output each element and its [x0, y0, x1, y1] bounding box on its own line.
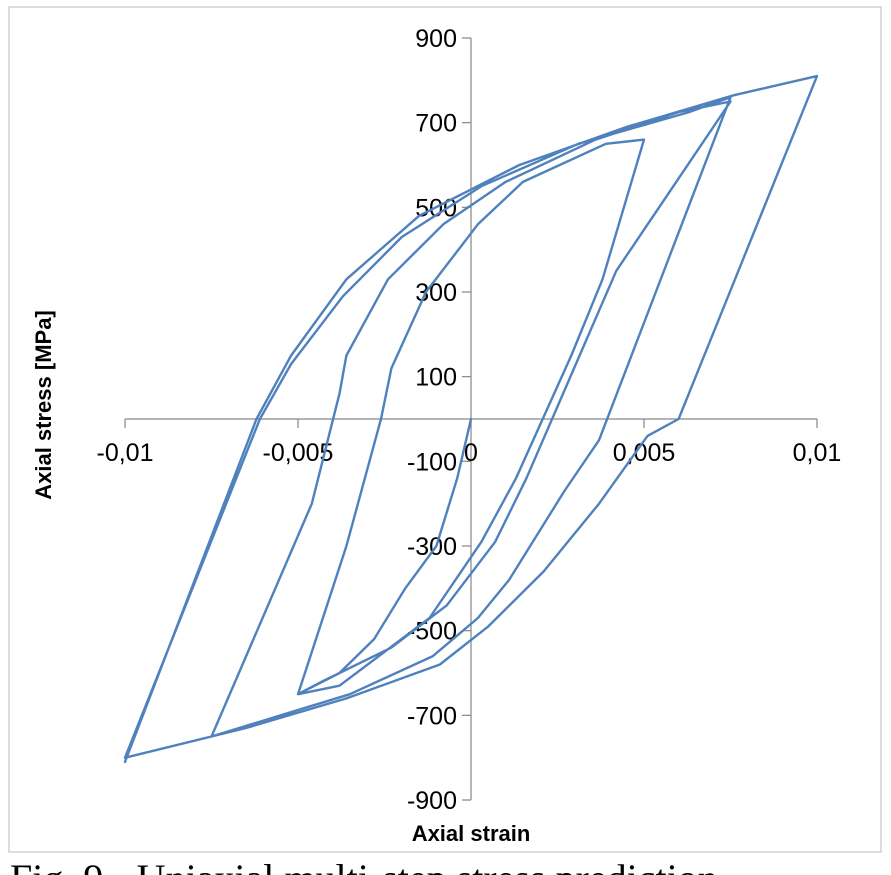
y-tick-label: 900	[415, 25, 457, 53]
x-tick-label: -0,01	[97, 439, 154, 467]
x-tick-label: 0	[464, 439, 478, 467]
y-tick-label: -300	[407, 533, 457, 561]
y-tick-label: -500	[407, 618, 457, 646]
x-axis-title: Axial strain	[412, 821, 531, 846]
y-axis-title: Axial stress [MPa]	[31, 310, 56, 500]
figure-caption: Fig. 9 - Uniaxial multi-step stress pred…	[10, 856, 718, 875]
series-layer	[123, 74, 819, 764]
x-tick-labels: -0,01 -0,005 0 0,005 0,01	[97, 439, 842, 467]
series-line	[123, 74, 819, 764]
y-tick-label: -100	[407, 448, 457, 476]
y-tick-label: -900	[407, 787, 457, 815]
x-tick-label: 0,01	[793, 439, 842, 467]
y-tick-label: 700	[415, 110, 457, 138]
plot-area-border	[8, 6, 882, 853]
y-tick-label: -700	[407, 702, 457, 730]
y-tick-label: 100	[415, 364, 457, 392]
x-tick-label: 0,005	[613, 439, 676, 467]
